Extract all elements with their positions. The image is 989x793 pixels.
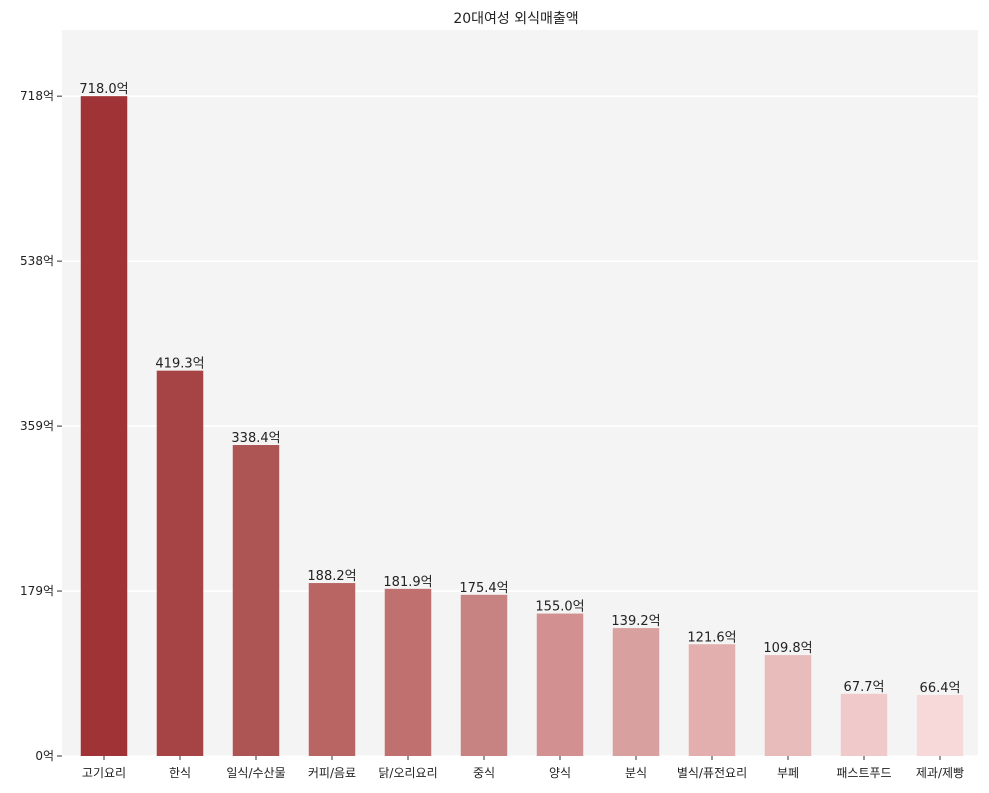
data-label: 155.0억 [535, 600, 584, 615]
plot-background [62, 30, 978, 756]
bar [764, 655, 812, 756]
data-label: 66.4억 [920, 681, 961, 696]
bar [308, 583, 356, 756]
data-label: 419.3억 [155, 357, 204, 372]
y-axis: 0억 179억 359억 538억 718억 [20, 89, 62, 763]
x-tick-label: 일식/수산물 [226, 766, 285, 780]
data-label: 188.2억 [307, 569, 356, 584]
bar [840, 693, 888, 756]
chart-title: 20대여성 외식매출액 [453, 11, 578, 27]
data-label: 67.7억 [844, 680, 885, 695]
x-tick-label: 고기요리 [82, 766, 126, 780]
data-label: 338.4억 [231, 431, 280, 446]
x-tick-label: 중식 [473, 766, 495, 780]
y-tick-label: 359억 [20, 419, 54, 433]
data-label: 109.8억 [763, 641, 812, 656]
data-labels: 718.0억 419.3억 338.4억 188.2억 181.9억 175.4억 155.… [79, 82, 960, 696]
data-label: 181.9억 [383, 575, 432, 590]
data-label: 121.6억 [687, 630, 736, 645]
bars [80, 96, 964, 756]
data-label: 718.0억 [79, 82, 128, 97]
bar [232, 445, 280, 756]
x-tick-label: 커피/음료 [308, 766, 356, 780]
bar [688, 644, 736, 756]
y-tick-label: 179억 [20, 584, 54, 598]
bar [916, 694, 964, 756]
x-tick-label: 양식 [549, 766, 571, 780]
bar [536, 613, 584, 756]
x-tick-label: 제과/제빵 [916, 766, 964, 780]
bar [612, 628, 660, 756]
x-tick-label: 부페 [777, 766, 799, 780]
x-tick-label: 분식 [625, 766, 647, 780]
bar [460, 594, 508, 756]
gridlines [62, 95, 978, 757]
bar [384, 588, 432, 756]
x-tick-label: 별식/퓨전요리 [677, 766, 747, 780]
x-tick-label: 패스트푸드 [836, 766, 891, 780]
x-axis: 고기요리 한식 일식/수산물 커피/음료 닭/오리요리 중식 양식 분식 별식/퓨전요리 부페 패스… [82, 756, 964, 780]
x-tick-label: 한식 [169, 766, 191, 780]
bar [156, 370, 204, 756]
data-label: 139.2억 [611, 614, 660, 629]
y-tick-label: 718억 [20, 89, 54, 103]
y-tick-label: 0억 [35, 749, 54, 763]
x-tick-label: 닭/오리요리 [378, 766, 437, 780]
y-tick-label: 538억 [20, 254, 54, 268]
data-label: 175.4억 [459, 581, 508, 596]
bar [80, 96, 128, 756]
